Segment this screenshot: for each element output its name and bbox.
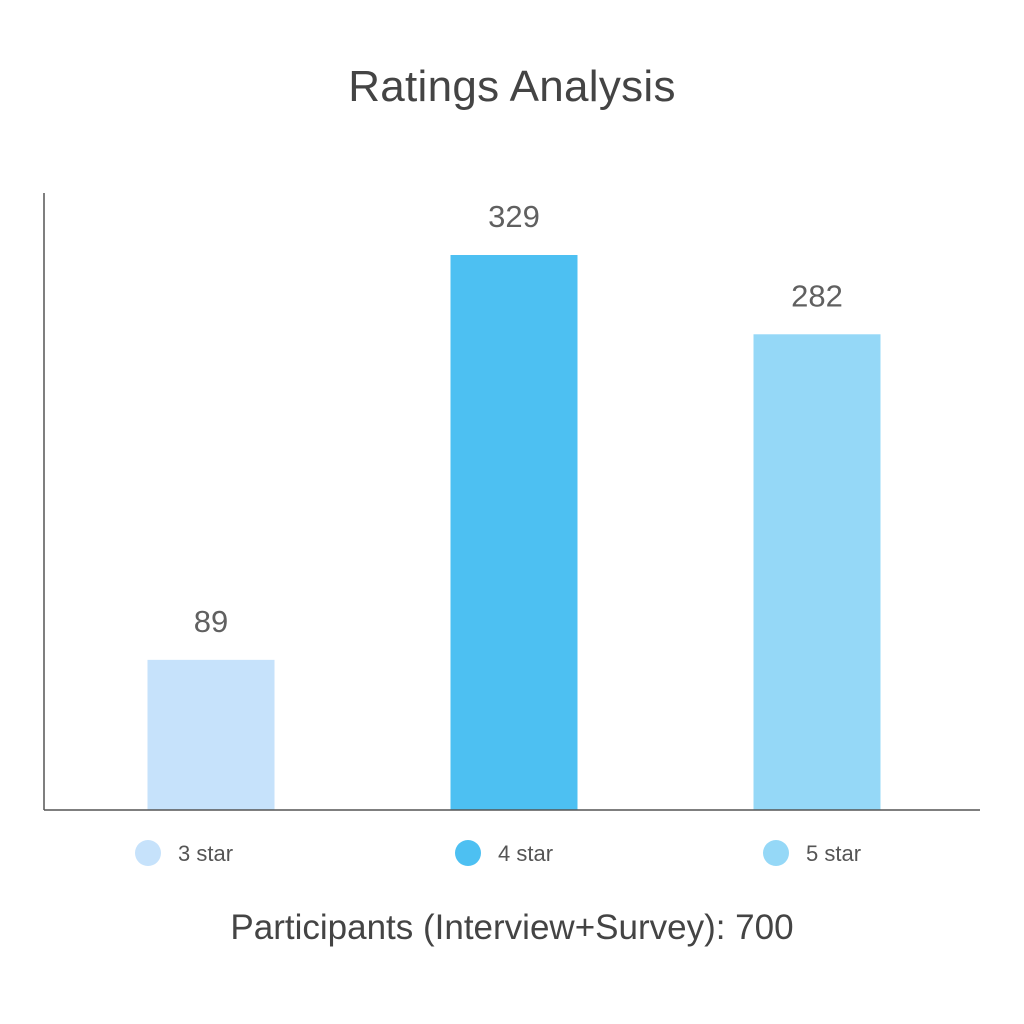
legend: 3 star 4 star 5 star xyxy=(135,840,861,866)
legend-label-3-star: 3 star xyxy=(178,841,233,866)
value-labels-group: 89 329 282 xyxy=(194,199,843,639)
legend-swatch-5-star xyxy=(763,840,789,866)
bars-group xyxy=(147,255,881,810)
value-label-4-star: 329 xyxy=(488,199,540,234)
value-label-3-star: 89 xyxy=(194,604,228,639)
legend-label-4-star: 4 star xyxy=(498,841,553,866)
bar-5-star xyxy=(753,334,881,810)
participants-footer: Participants (Interview+Survey): 700 xyxy=(230,908,794,947)
chart-title: Ratings Analysis xyxy=(348,62,676,111)
legend-label-5-star: 5 star xyxy=(806,841,861,866)
legend-swatch-4-star xyxy=(455,840,481,866)
bar-3-star xyxy=(147,659,275,810)
legend-swatch-3-star xyxy=(135,840,161,866)
bar-4-star xyxy=(450,255,578,810)
value-label-5-star: 282 xyxy=(791,278,843,313)
